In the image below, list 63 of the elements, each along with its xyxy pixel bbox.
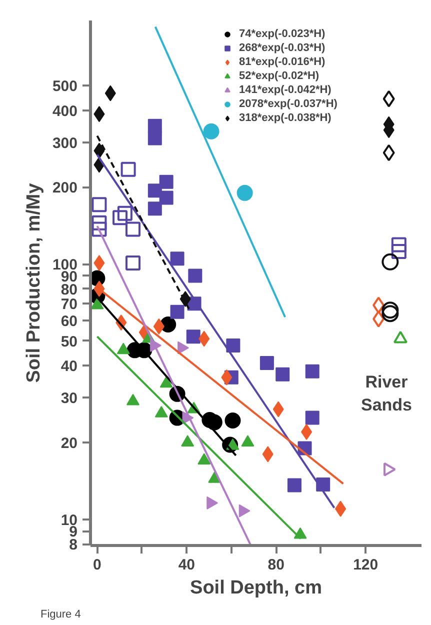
point — [159, 174, 174, 189]
caption: Figure 4 — [40, 608, 81, 620]
point — [305, 410, 320, 425]
point — [170, 304, 184, 319]
y-tick-label: 20 — [60, 435, 78, 452]
y-tick-label: 400 — [52, 102, 78, 120]
point — [170, 252, 184, 266]
point — [382, 305, 399, 322]
point — [92, 197, 107, 212]
point — [226, 338, 240, 352]
point — [305, 364, 320, 378]
legend-label: 318*exp(-0.038*H) — [239, 111, 332, 125]
point — [372, 310, 385, 328]
point — [125, 222, 140, 237]
legend-label: 141*exp(-0.042*H) — [239, 83, 332, 97]
point — [186, 330, 200, 344]
point — [287, 478, 302, 492]
y-tick-label: 500 — [52, 78, 78, 96]
legend-label: 74*exp(-0.023*H) — [239, 27, 326, 41]
y-tick-label: 200 — [52, 180, 78, 197]
point — [391, 237, 406, 252]
point — [382, 144, 395, 162]
y-tick-label: 8 — [69, 536, 78, 554]
point — [120, 162, 136, 177]
y-tick-label: 30 — [60, 390, 78, 408]
point — [92, 222, 107, 237]
point — [159, 190, 174, 205]
point — [203, 123, 220, 140]
point — [92, 215, 107, 230]
x-tick-label: 120 — [353, 556, 378, 574]
legend-label: 81*exp(-0.016*H) — [239, 55, 326, 69]
y-tick-label: 60 — [60, 313, 78, 330]
point — [260, 356, 274, 370]
legend-label: 52*exp(-0.02*H) — [239, 69, 320, 83]
point — [188, 268, 202, 283]
point — [112, 210, 128, 226]
legend-label: 2078*exp(-0.037*H) — [239, 97, 338, 111]
point — [372, 296, 385, 314]
point — [391, 244, 406, 260]
annotation: River Sands — [360, 372, 412, 414]
y-tick-label: 80 — [60, 281, 78, 298]
point — [276, 367, 290, 382]
point — [148, 131, 162, 146]
y-tick-label: 40 — [60, 358, 78, 376]
y-axis-title: Soil Production, m/My — [23, 182, 44, 383]
y-tick-label: 70 — [60, 296, 78, 314]
point — [236, 184, 253, 201]
x-tick-label: 0 — [93, 556, 102, 574]
y-tick-label: 50 — [60, 333, 78, 350]
point — [382, 253, 399, 270]
point — [224, 412, 241, 428]
point — [117, 206, 132, 221]
x-axis-title: Soil Depth, cm — [190, 578, 322, 598]
x-tick-label: 40 — [178, 556, 196, 574]
point — [148, 202, 162, 216]
point — [148, 118, 162, 133]
legend-label: 268*exp(-0.03*H) — [239, 41, 326, 55]
point — [382, 90, 395, 108]
point — [382, 302, 399, 319]
x-tick-label: 80 — [268, 556, 284, 574]
point — [198, 453, 211, 465]
y-tick-label: 300 — [52, 134, 78, 152]
point — [125, 255, 140, 270]
